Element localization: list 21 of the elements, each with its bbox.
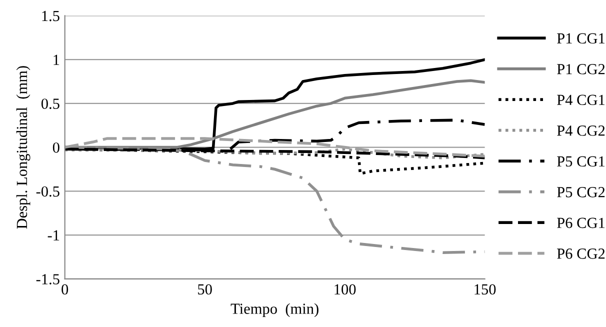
y-tick-label: 1 (54, 54, 60, 65)
legend-label: P6 CG1 (557, 218, 605, 228)
y-axis-title: Despl. Longitudinal (mm) (16, 66, 30, 229)
x-tick-label: 50 (198, 284, 212, 295)
legend-label: P5 CG1 (557, 156, 605, 167)
x-tick-label: 100 (334, 284, 356, 295)
x-tick-label: 0 (62, 284, 68, 295)
y-tick-label: -1.5 (36, 274, 60, 284)
y-tick-label: 1.5 (42, 10, 60, 22)
x-tick-label: 150 (474, 284, 496, 295)
legend-label: P6 CG2 (557, 248, 605, 259)
y-tick-label: -1 (48, 230, 60, 240)
legend-label: P1 CG2 (557, 64, 605, 74)
legend-label: P5 CG2 (557, 187, 605, 198)
legend-label: P1 CG1 (557, 33, 605, 44)
y-tick-label: 0.5 (41, 98, 60, 109)
y-tick-label: -0.5 (36, 186, 60, 197)
legend-label: P4 CG1 (557, 94, 605, 106)
x-axis-title: Tiempo (min) (230, 303, 318, 318)
legend-label: P4 CG2 (557, 126, 605, 136)
y-tick-label: 0 (52, 142, 60, 153)
